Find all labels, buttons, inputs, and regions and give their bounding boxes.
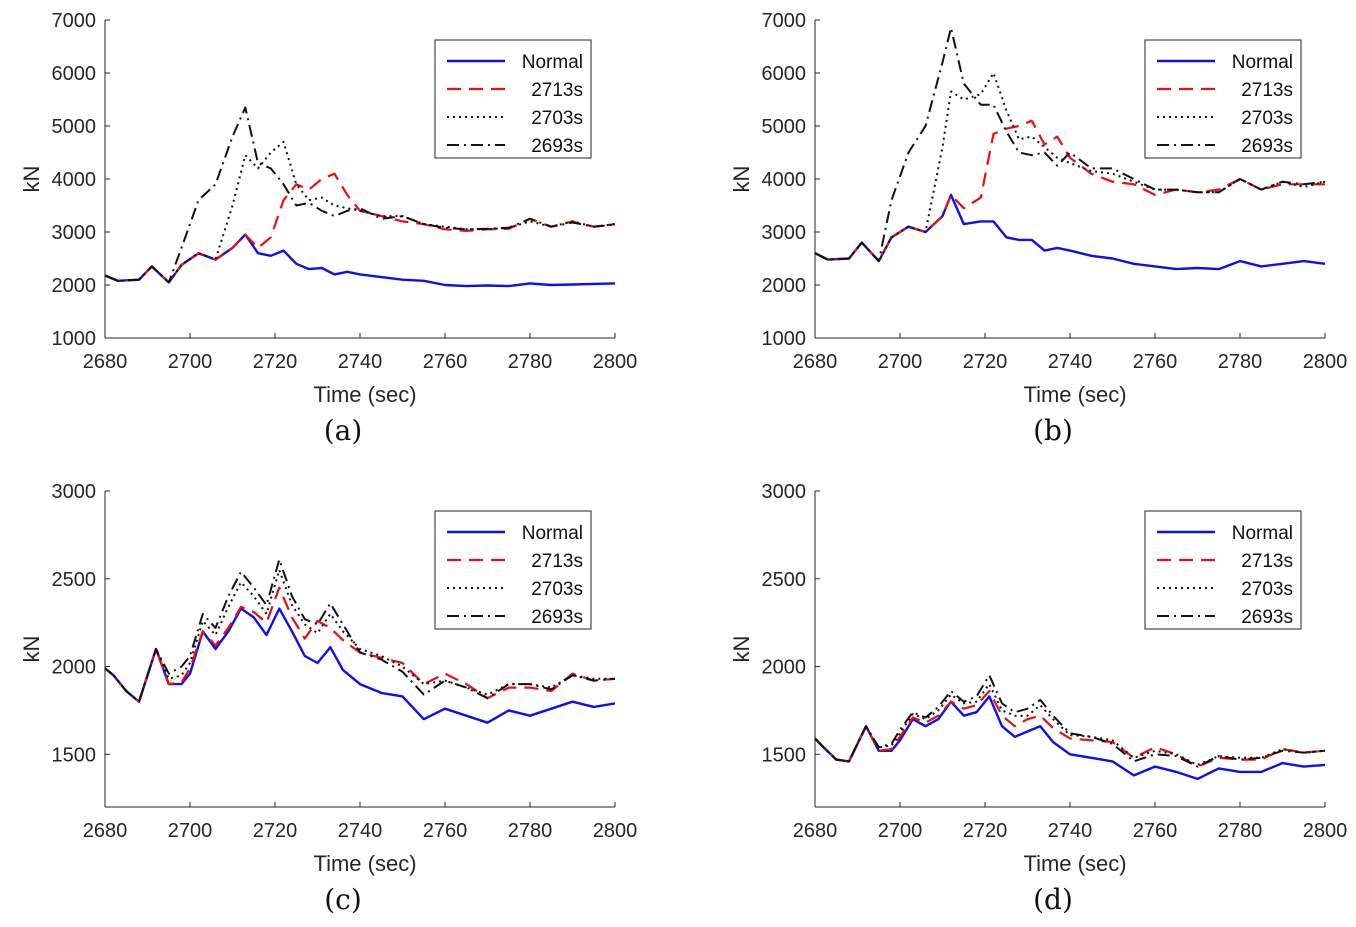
x-tick-label-c: 2700 (168, 820, 213, 842)
legend-label-2703s-c: 2703s (531, 579, 583, 600)
legend-label-2713s-c: 2713s (531, 551, 583, 572)
x-tick-label-d: 2780 (1218, 820, 1263, 842)
y-tick-label-d: 1500 (762, 744, 807, 766)
x-tick-label-d: 2700 (878, 820, 923, 842)
x-axis-label-c: Time (sec) (313, 851, 416, 876)
y-tick-label-a: 5000 (52, 116, 97, 138)
series-line-2693s-b (815, 26, 1325, 263)
x-tick-label-a: 2780 (508, 351, 553, 373)
legend-label-normal-d: Normal (1232, 523, 1293, 544)
y-tick-label-d: 2500 (762, 569, 807, 591)
legend-box-b (1144, 39, 1302, 159)
x-tick-label-b: 2800 (1303, 351, 1348, 373)
legend-label-2693s-a: 2693s (531, 136, 583, 157)
legend-label-2703s-d: 2703s (1241, 579, 1293, 600)
legend-box-a (434, 39, 592, 159)
series-line-2693s-a (105, 106, 615, 284)
series-line-2703s-c (105, 569, 615, 703)
x-tick-label-d: 2720 (963, 820, 1008, 842)
x-tick-label-a: 2800 (593, 351, 638, 373)
x-tick-label-b: 2680 (793, 351, 838, 373)
y-axis-label-a: kN (19, 166, 44, 193)
y-tick-label-c: 2500 (52, 569, 97, 591)
legend-label-2713s-a: 2713s (531, 80, 583, 101)
x-tick-label-c: 2800 (593, 820, 638, 842)
x-tick-label-a: 2700 (168, 351, 213, 373)
legend-label-normal-b: Normal (1232, 52, 1293, 73)
chart-panel-d: 2680 2700 2720 2740 2760 2780 2800 1500 2000 2500… (729, 481, 1347, 876)
legend-label-2693s-d: 2693s (1241, 607, 1293, 628)
series-line-2713s-c (105, 586, 615, 703)
legend-label-2713s-b: 2713s (1241, 80, 1293, 101)
x-tick-label-b: 2780 (1218, 351, 1263, 373)
x-tick-label-b: 2760 (1133, 351, 1178, 373)
x-tick-label-d: 2740 (1048, 820, 1093, 842)
y-tick-label-a: 3000 (52, 222, 97, 244)
series-line-2713s-d (815, 689, 1325, 768)
panel-caption-b: (b) (1033, 414, 1073, 447)
series-line-normal-a (105, 233, 615, 288)
x-tick-label-c: 2720 (253, 820, 298, 842)
y-tick-label-a: 7000 (52, 10, 97, 32)
y-tick-label-a: 2000 (52, 275, 97, 297)
x-tick-label-c: 2740 (338, 820, 383, 842)
y-tick-label-b: 6000 (762, 63, 807, 85)
x-tick-label-c: 2760 (423, 820, 468, 842)
series-line-2703s-d (815, 683, 1325, 766)
y-axis-label-c: kN (19, 636, 44, 663)
y-tick-label-c: 3000 (52, 481, 97, 503)
legend-label-normal-a: Normal (522, 52, 583, 73)
y-tick-label-a: 4000 (52, 169, 97, 191)
x-axis-label-d: Time (sec) (1023, 851, 1126, 876)
y-tick-label-a: 6000 (52, 63, 97, 85)
x-tick-label-c: 2680 (83, 820, 128, 842)
y-axis-label-d: kN (729, 636, 754, 663)
x-axis-label-a: Time (sec) (313, 382, 416, 407)
x-tick-label-d: 2800 (1303, 820, 1348, 842)
y-tick-label-c: 2000 (52, 657, 97, 679)
x-tick-label-b: 2700 (878, 351, 923, 373)
legend-box-d (1144, 510, 1302, 630)
panel-caption-d: (d) (1033, 883, 1073, 916)
x-tick-label-d: 2760 (1133, 820, 1178, 842)
x-axis-label-b: Time (sec) (1023, 382, 1126, 407)
legend-label-2693s-c: 2693s (531, 607, 583, 628)
legend-label-2693s-b: 2693s (1241, 136, 1293, 157)
x-tick-label-c: 2780 (508, 820, 553, 842)
y-tick-label-b: 5000 (762, 116, 807, 138)
chart-panel-b: 2680 2700 2720 2740 2760 2780 2800 1000 2000 3000… (729, 10, 1347, 407)
legend-label-2703s-b: 2703s (1241, 108, 1293, 129)
y-tick-label-b: 1000 (762, 328, 807, 350)
y-tick-label-c: 1500 (52, 744, 97, 766)
chart-panel-a: 2680 2700 2720 2740 2760 2780 2800 1000 2000 3000… (19, 10, 637, 407)
legend-label-normal-c: Normal (522, 523, 583, 544)
series-line-2693s-c (105, 558, 615, 703)
x-tick-label-b: 2720 (963, 351, 1008, 373)
panel-caption-c: (c) (324, 883, 362, 916)
series-line-2703s-a (105, 140, 615, 284)
y-tick-label-b: 4000 (762, 169, 807, 191)
x-tick-label-a: 2680 (83, 351, 128, 373)
x-tick-label-a: 2720 (253, 351, 298, 373)
series-line-2713s-b (815, 119, 1325, 263)
y-tick-label-b: 7000 (762, 10, 807, 32)
series-line-normal-b (815, 193, 1325, 271)
series-line-2693s-d (815, 674, 1325, 768)
panel-caption-a: (a) (323, 414, 363, 447)
y-tick-label-d: 3000 (762, 481, 807, 503)
x-tick-label-a: 2740 (338, 351, 383, 373)
legend-label-2713s-d: 2713s (1241, 551, 1293, 572)
y-tick-label-b: 2000 (762, 275, 807, 297)
y-axis-label-b: kN (729, 166, 754, 193)
y-tick-label-a: 1000 (52, 328, 97, 350)
x-tick-label-a: 2760 (423, 351, 468, 373)
y-tick-label-b: 3000 (762, 222, 807, 244)
x-tick-label-b: 2740 (1048, 351, 1093, 373)
legend-label-2703s-a: 2703s (531, 108, 583, 129)
x-tick-label-d: 2680 (793, 820, 838, 842)
legend-box-c (434, 510, 592, 630)
chart-panel-c: 2680 2700 2720 2740 2760 2780 2800 1500 2000 2500… (19, 481, 637, 876)
y-tick-label-d: 2000 (762, 657, 807, 679)
